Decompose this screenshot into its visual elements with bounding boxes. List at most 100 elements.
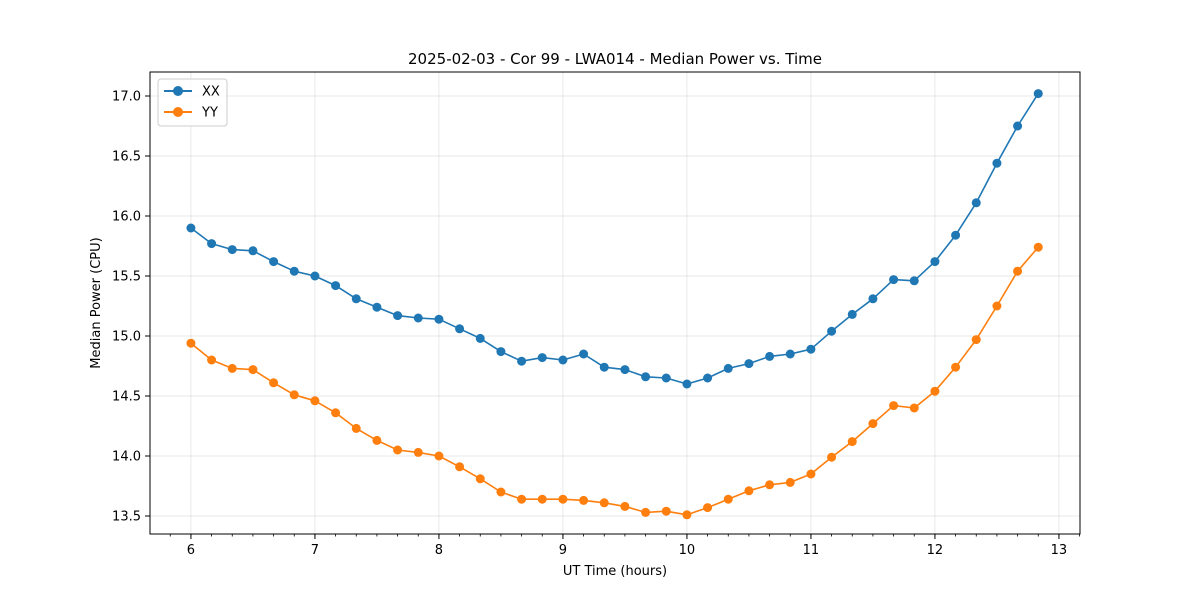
- axes: 6 7 8 9 10 11 12 13 13.5 14.0 14.5 15.0 15.5 16.0 16.5…: [112, 90, 1080, 558]
- data-point-yy: [682, 510, 692, 520]
- data-point-yy: [723, 494, 733, 504]
- data-point-xx: [641, 372, 651, 382]
- data-point-xx: [785, 349, 795, 359]
- data-point-xx: [909, 276, 919, 286]
- data-point-yy: [971, 335, 981, 345]
- data-point-yy: [661, 506, 671, 516]
- data-point-yy: [393, 445, 403, 455]
- data-point-yy: [1013, 266, 1023, 276]
- data-point-yy: [434, 451, 444, 461]
- data-point-xx: [889, 275, 899, 285]
- data-point-yy: [827, 452, 837, 462]
- data-point-xx: [682, 379, 692, 389]
- data-point-yy: [806, 469, 816, 479]
- data-point-yy: [558, 494, 568, 504]
- data-point-yy: [372, 435, 382, 445]
- data-point-yy: [889, 401, 899, 411]
- data-point-xx: [992, 158, 1002, 168]
- data-point-yy: [248, 365, 258, 375]
- data-point-yy: [744, 486, 754, 496]
- data-point-yy: [537, 494, 547, 504]
- data-point-xx: [1033, 89, 1043, 99]
- legend: XX YY: [157, 78, 228, 127]
- data-point-xx: [289, 266, 299, 276]
- y-axis-label: Median Power (CPU): [89, 237, 104, 368]
- data-point-xx: [868, 294, 878, 304]
- data-point-xx: [269, 257, 279, 267]
- data-point-xx: [475, 333, 485, 343]
- data-point-xx: [434, 314, 444, 324]
- data-point-xx: [517, 356, 527, 366]
- data-point-yy: [951, 362, 961, 372]
- data-point-xx: [186, 223, 196, 233]
- data-point-yy: [207, 355, 217, 365]
- x-tick-label: 8: [435, 543, 443, 558]
- y-tick-label: 15.0: [112, 330, 141, 345]
- data-point-xx: [248, 246, 258, 256]
- data-point-yy: [351, 423, 361, 433]
- data-point-yy: [703, 503, 713, 513]
- data-point-yy: [186, 338, 196, 348]
- data-point-yy: [269, 378, 279, 388]
- data-point-xx: [579, 349, 589, 359]
- data-point-yy: [310, 396, 320, 406]
- series-yy: [186, 242, 1043, 520]
- data-point-xx: [723, 363, 733, 373]
- data-point-xx: [310, 271, 320, 281]
- data-point-xx: [227, 245, 237, 255]
- data-point-xx: [455, 324, 465, 334]
- x-tick-label: 9: [559, 543, 567, 558]
- data-point-xx: [351, 294, 361, 304]
- data-point-xx: [930, 257, 940, 267]
- data-point-xx: [703, 373, 713, 383]
- data-point-yy: [579, 495, 589, 505]
- data-point-yy: [1033, 242, 1043, 252]
- legend-label-xx: XX: [202, 85, 220, 100]
- chart-title: 2025-02-03 - Cor 99 - LWA014 - Median Po…: [408, 50, 822, 68]
- x-tick-label: 10: [679, 543, 696, 558]
- data-point-yy: [930, 386, 940, 396]
- data-point-yy: [620, 501, 630, 511]
- data-point-yy: [227, 363, 237, 373]
- data-point-yy: [289, 390, 299, 400]
- grid: [150, 72, 1080, 534]
- data-point-xx: [331, 281, 341, 291]
- series-xx: [186, 89, 1043, 389]
- data-point-yy: [599, 498, 609, 508]
- x-tick-label: 13: [1051, 543, 1068, 558]
- data-point-xx: [744, 359, 754, 369]
- data-point-yy: [765, 480, 775, 490]
- legend-label-yy: YY: [201, 106, 218, 121]
- data-point-xx: [971, 198, 981, 208]
- y-tick-label: 16.5: [112, 150, 141, 165]
- data-point-xx: [847, 309, 857, 319]
- data-point-xx: [393, 311, 403, 321]
- x-tick-label: 11: [803, 543, 820, 558]
- data-point-xx: [496, 347, 506, 357]
- y-tick-label: 13.5: [112, 510, 141, 525]
- data-point-xx: [1013, 121, 1023, 131]
- y-tick-label: 15.5: [112, 270, 141, 285]
- data-point-yy: [847, 437, 857, 447]
- data-point-yy: [517, 494, 527, 504]
- data-point-yy: [641, 507, 651, 517]
- x-axis-label: UT Time (hours): [563, 564, 667, 579]
- data-point-yy: [496, 487, 506, 497]
- data-point-yy: [331, 408, 341, 418]
- data-point-xx: [806, 344, 816, 354]
- data-point-xx: [537, 353, 547, 363]
- y-tick-label: 16.0: [112, 210, 141, 225]
- y-tick-label: 14.0: [112, 450, 141, 465]
- plot-area-frame: [149, 71, 1081, 535]
- data-point-xx: [372, 302, 382, 312]
- data-point-xx: [413, 313, 423, 323]
- data-point-xx: [620, 365, 630, 375]
- legend-marker-yy: [173, 107, 183, 117]
- x-tick-label: 6: [187, 543, 195, 558]
- x-tick-label: 7: [311, 543, 319, 558]
- data-point-yy: [475, 474, 485, 484]
- data-point-xx: [599, 362, 609, 372]
- data-point-xx: [951, 230, 961, 240]
- data-point-xx: [765, 351, 775, 361]
